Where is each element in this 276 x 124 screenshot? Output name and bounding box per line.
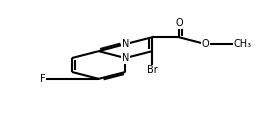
Text: O: O <box>202 39 209 49</box>
Text: N: N <box>122 53 129 63</box>
Text: Br: Br <box>147 65 158 75</box>
Text: CH₃: CH₃ <box>233 39 251 49</box>
Text: F: F <box>40 74 46 84</box>
Text: O: O <box>175 18 183 28</box>
Text: N: N <box>122 39 129 49</box>
